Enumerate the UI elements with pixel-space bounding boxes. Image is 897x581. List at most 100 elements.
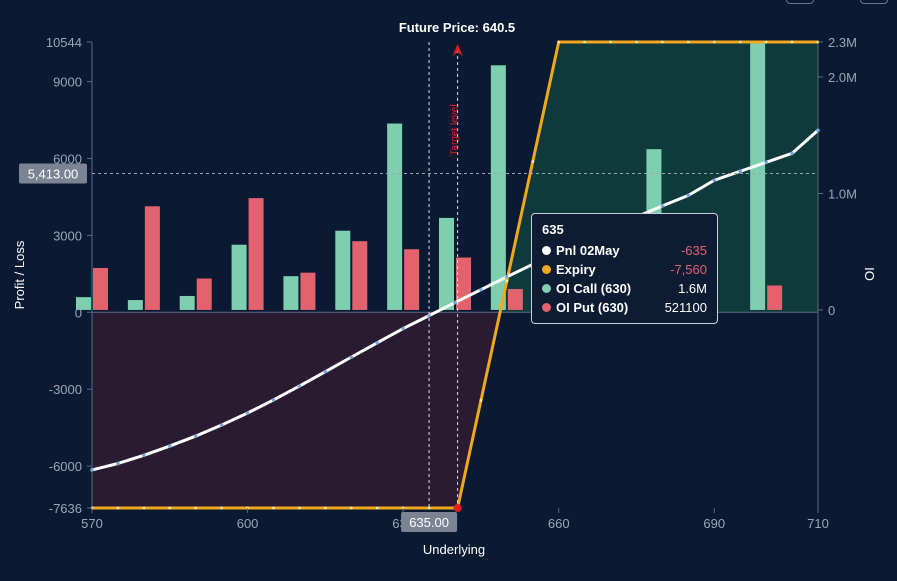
expiry-point [764,40,768,44]
oi-call-bar [283,276,299,310]
x-axis-title: Underlying [423,542,485,557]
pnl-point [660,204,665,208]
y2-tick-label: 2.3M [828,35,857,50]
loss-zone [92,312,501,508]
oi-put-bar [248,198,264,310]
oi-call-bar [490,65,506,310]
oi-call-bar [231,244,247,310]
crosshair-x-badge [401,512,458,532]
pnl-point [453,300,457,305]
y-tick-label: -3000 [49,382,82,397]
future-price-point [453,504,462,512]
expiry-point [220,506,224,510]
y-tick-label: 9000 [53,75,82,90]
pnl-point [686,193,691,198]
y2-tick-label: 0 [828,303,835,318]
expiry-point [479,399,483,402]
expiry-point [738,40,742,44]
pnl-point [90,468,94,472]
y-tick-label: 0 [75,305,82,320]
expiry-point [142,506,146,510]
expiry-point [194,506,198,510]
pnl-point [375,340,380,345]
expiry-point [349,506,353,510]
crosshair-y-label: 5,413.00 [28,167,79,182]
x-tick-label: 710 [807,516,829,531]
y2-tick-label: 1.0M [828,186,857,201]
legend-dot-icon [542,303,551,312]
expiry-point [531,160,535,163]
expiry-point [427,506,431,510]
expiry-point [116,506,120,510]
y-axis-title: Profit / Loss [12,240,27,309]
future-price-marker [452,44,463,56]
expiry-point [790,40,794,44]
tooltip: 635 Pnl 02May -635 Expiry -7,560 OI Call (63… [531,213,718,324]
tooltip-label: OI Call (630) [556,281,632,296]
oi-put-bar [352,241,368,310]
pnl-point [323,369,328,374]
tooltip-row: OI Put (630) 521100 [542,298,707,317]
expiry-point [609,40,612,44]
oi-call-bar [439,217,454,310]
pnl-point [349,355,354,359]
legend-dot-icon [542,284,551,293]
expiry-point [583,40,587,44]
oi-put-bar [767,285,783,310]
y-tick-label: -6000 [49,459,82,474]
x-tick-label: 690 [703,516,725,531]
expiry-point [686,40,690,44]
expiry-point [661,40,664,44]
pnl-point [219,423,224,427]
x-tick-label: 600 [237,516,259,531]
tooltip-value: -635 [680,243,707,258]
expiry-point [505,279,509,283]
pnl-point [193,434,198,438]
pnl-point [712,178,717,183]
tooltip-row: Expiry -7,560 [542,260,707,279]
pnl-point [401,326,405,331]
pnl-point [297,384,302,388]
oi-put-bar [196,278,212,310]
pnl-point [142,453,146,458]
oi-put-bar [144,206,160,310]
oi-call-bar [335,230,351,310]
tooltip-title: 635 [542,222,564,237]
expiry-point [557,40,561,44]
target-level-label: Target level [450,104,461,155]
tooltip-rows: Pnl 02May -635 Expiry -7,560 OI Call (630) 1.… [542,241,707,317]
pnl-point [427,313,431,318]
expiry-point [168,506,172,510]
pnl-point [116,461,120,466]
oi-call-bar [750,42,766,310]
tooltip-value: 1.6M [678,281,707,296]
oi-put-bar [507,288,523,310]
y2-tick-label: 2.0M [828,70,857,85]
tooltip-row: OI Call (630) 1.6M [542,279,707,298]
axes: 105449000600030000-3000-6000-76362.3M2.0… [46,35,857,531]
chart-title: Future Price: 640.5 [399,20,515,35]
pnl-point [167,444,172,448]
expiry-point [323,506,327,510]
oi-put-bar [404,249,420,310]
expiry-point [635,40,638,44]
oi-put-bar [93,268,108,310]
tooltip-row: Pnl 02May -635 [542,241,707,260]
pnl-point [738,169,743,174]
tooltip-label: OI Put (630) [556,300,629,315]
pnl-point [505,275,509,279]
pnl-point [479,287,483,292]
crosshair-x-label: 635.00 [409,515,449,530]
y-tick-label: 6000 [53,151,82,166]
crosshair-y-badge [19,163,87,184]
y-tick-label: -7636 [49,501,82,516]
y2-axis-title: OI [862,267,877,281]
pnl-point [790,151,794,156]
oi-call-bar [76,297,91,310]
expiry-point [272,506,275,510]
crosshair-overlay: Target level 5,413.00 635.00 [19,42,818,532]
y-tick-label: 3000 [53,228,82,243]
tooltip-label: Expiry [556,262,596,277]
oi-put-bar [300,272,316,310]
